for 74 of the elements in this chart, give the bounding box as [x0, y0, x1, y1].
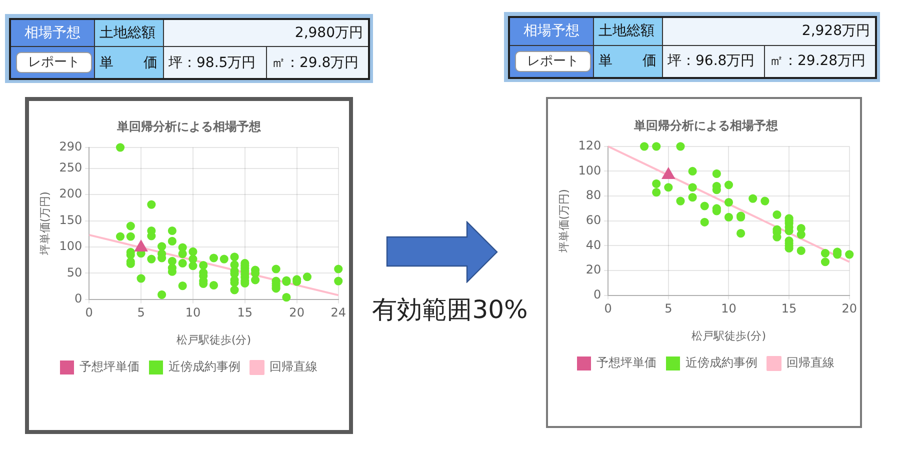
x-tick-label: 15: [781, 302, 797, 316]
y-tick-label: 60: [586, 213, 602, 228]
legend-label: 予想坪単価: [80, 360, 140, 374]
x-tick-label: 24: [330, 306, 346, 320]
point: [652, 142, 661, 151]
text: 2,928万円: [662, 17, 876, 46]
legend-label: 近傍成約事例: [168, 360, 240, 374]
text: 土地総額: [94, 19, 163, 47]
point: [772, 210, 782, 219]
point: [712, 169, 721, 178]
legend-label: 回帰直線: [786, 356, 834, 370]
point: [688, 166, 697, 176]
y-tick-label: 120: [578, 138, 602, 153]
chart-title: 単回帰分析による相場予想: [116, 119, 262, 134]
x-tick-label: 10: [721, 302, 736, 316]
point: [760, 196, 770, 206]
point: [820, 258, 830, 266]
text: 坪：98.5万円: [163, 46, 266, 79]
point: [724, 198, 734, 207]
point: [676, 142, 685, 151]
legend-label: 予想坪単価: [596, 356, 656, 370]
y-tick-label: 50: [66, 265, 82, 280]
x-tick-label: 5: [137, 306, 145, 320]
point: [724, 180, 734, 190]
y-tick-label: 0: [593, 288, 602, 302]
x-axis-title: 松戸駅徒歩(分): [691, 329, 766, 342]
point: [700, 202, 709, 210]
text: 相場予想: [10, 19, 94, 47]
point: [688, 193, 697, 202]
y-axis-title: 坪単価(万円): [38, 192, 52, 256]
point: [748, 194, 758, 203]
x-axis-title: 松戸駅徒歩(分): [176, 333, 252, 346]
point: [676, 196, 685, 206]
text: ㎡：29.28万円: [764, 45, 876, 78]
x-tick-label: 5: [664, 302, 672, 316]
point: [820, 248, 830, 258]
text: 有効範囲30%: [371, 294, 529, 326]
text: ㎡：29.8万円: [266, 46, 369, 79]
point: [688, 183, 697, 192]
text: 単 価: [94, 46, 163, 79]
y-tick-label: 200: [59, 186, 82, 201]
point: [640, 142, 649, 151]
y-tick-label: 40: [586, 238, 602, 252]
legend-label: 回帰直線: [270, 360, 318, 374]
point: [736, 229, 746, 238]
y-tick-label: 100: [578, 163, 602, 178]
x-tick-label: 0: [604, 302, 612, 316]
point: [664, 183, 673, 192]
x-tick-label: 15: [237, 306, 253, 320]
y-tick-label: 100: [59, 239, 82, 254]
text: 2,980万円: [163, 19, 369, 47]
x-tick-label: 10: [185, 306, 201, 320]
text: 相場予想: [509, 17, 593, 46]
point: [652, 188, 661, 197]
point: [724, 212, 734, 222]
point: [700, 218, 709, 226]
y-tick-label: 80: [586, 188, 602, 202]
chart-title: 単回帰分析による相場予想: [633, 118, 779, 132]
text: 坪：96.8万円: [662, 45, 764, 78]
x-tick-label: 20: [842, 302, 858, 316]
y-tick-label: 290: [59, 140, 82, 154]
point: [845, 250, 854, 259]
x-tick-label: 20: [289, 306, 304, 320]
point: [796, 246, 806, 255]
text: 土地総額: [593, 17, 662, 46]
y-tick-label: 150: [59, 212, 82, 227]
point: [652, 179, 661, 188]
text: 単 価: [593, 45, 662, 78]
legend-label: 近傍成約事例: [686, 356, 758, 370]
y-tick-label: 250: [59, 160, 82, 174]
y-tick-label: 0: [74, 292, 82, 306]
y-axis-title: 坪単価(万円): [557, 189, 570, 254]
y-tick-label: 20: [586, 262, 602, 277]
x-tick-label: 0: [85, 306, 93, 320]
